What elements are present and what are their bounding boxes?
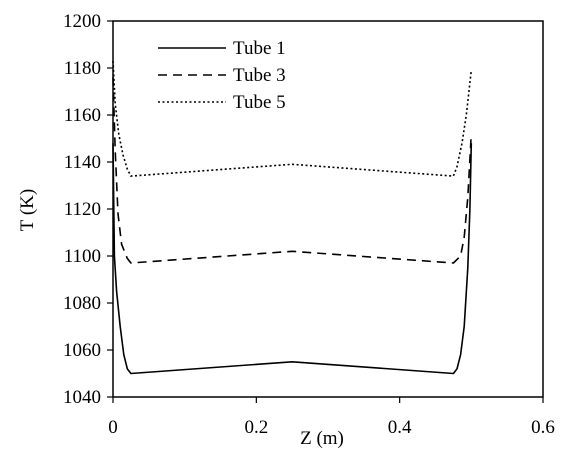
y-tick-label: 1120 <box>64 199 101 220</box>
x-axis-title: Z (m) <box>300 428 344 449</box>
y-axis-ticks: 1040 1060 1080 1100 1120 1140 1160 1180 1200 <box>63 11 113 408</box>
series-line-tube-5 <box>112 60 473 177</box>
y-tick-label: 1100 <box>64 246 101 267</box>
legend-label: Tube 3 <box>233 65 286 86</box>
plot-area <box>112 20 544 398</box>
x-tick-label: 0.6 <box>531 417 555 438</box>
x-tick-label: 0.4 <box>388 417 412 438</box>
legend-label: Tube 1 <box>233 38 286 59</box>
legend-label: Tube 5 <box>233 92 286 113</box>
x-tick-label: 0.2 <box>244 417 268 438</box>
y-tick-label: 1200 <box>63 11 101 32</box>
y-tick-label: 1140 <box>64 152 101 173</box>
y-tick-label: 1080 <box>63 293 101 314</box>
y-tick-label: 1160 <box>64 105 101 126</box>
x-axis-ticks: 0 0.2 0.4 0.6 <box>108 397 555 438</box>
series-layer <box>112 60 473 375</box>
y-tick-label: 1040 <box>63 387 101 408</box>
y-tick-label: 1180 <box>64 58 101 79</box>
y-tick-label: 1060 <box>63 340 101 361</box>
legend: Tube 1 Tube 3 Tube 5 <box>158 38 286 113</box>
y-axis-title: T (K) <box>17 189 38 231</box>
x-tick-label: 0 <box>108 417 118 438</box>
series-line-tube-1 <box>112 143 473 375</box>
series-line-tube-3 <box>112 77 473 264</box>
